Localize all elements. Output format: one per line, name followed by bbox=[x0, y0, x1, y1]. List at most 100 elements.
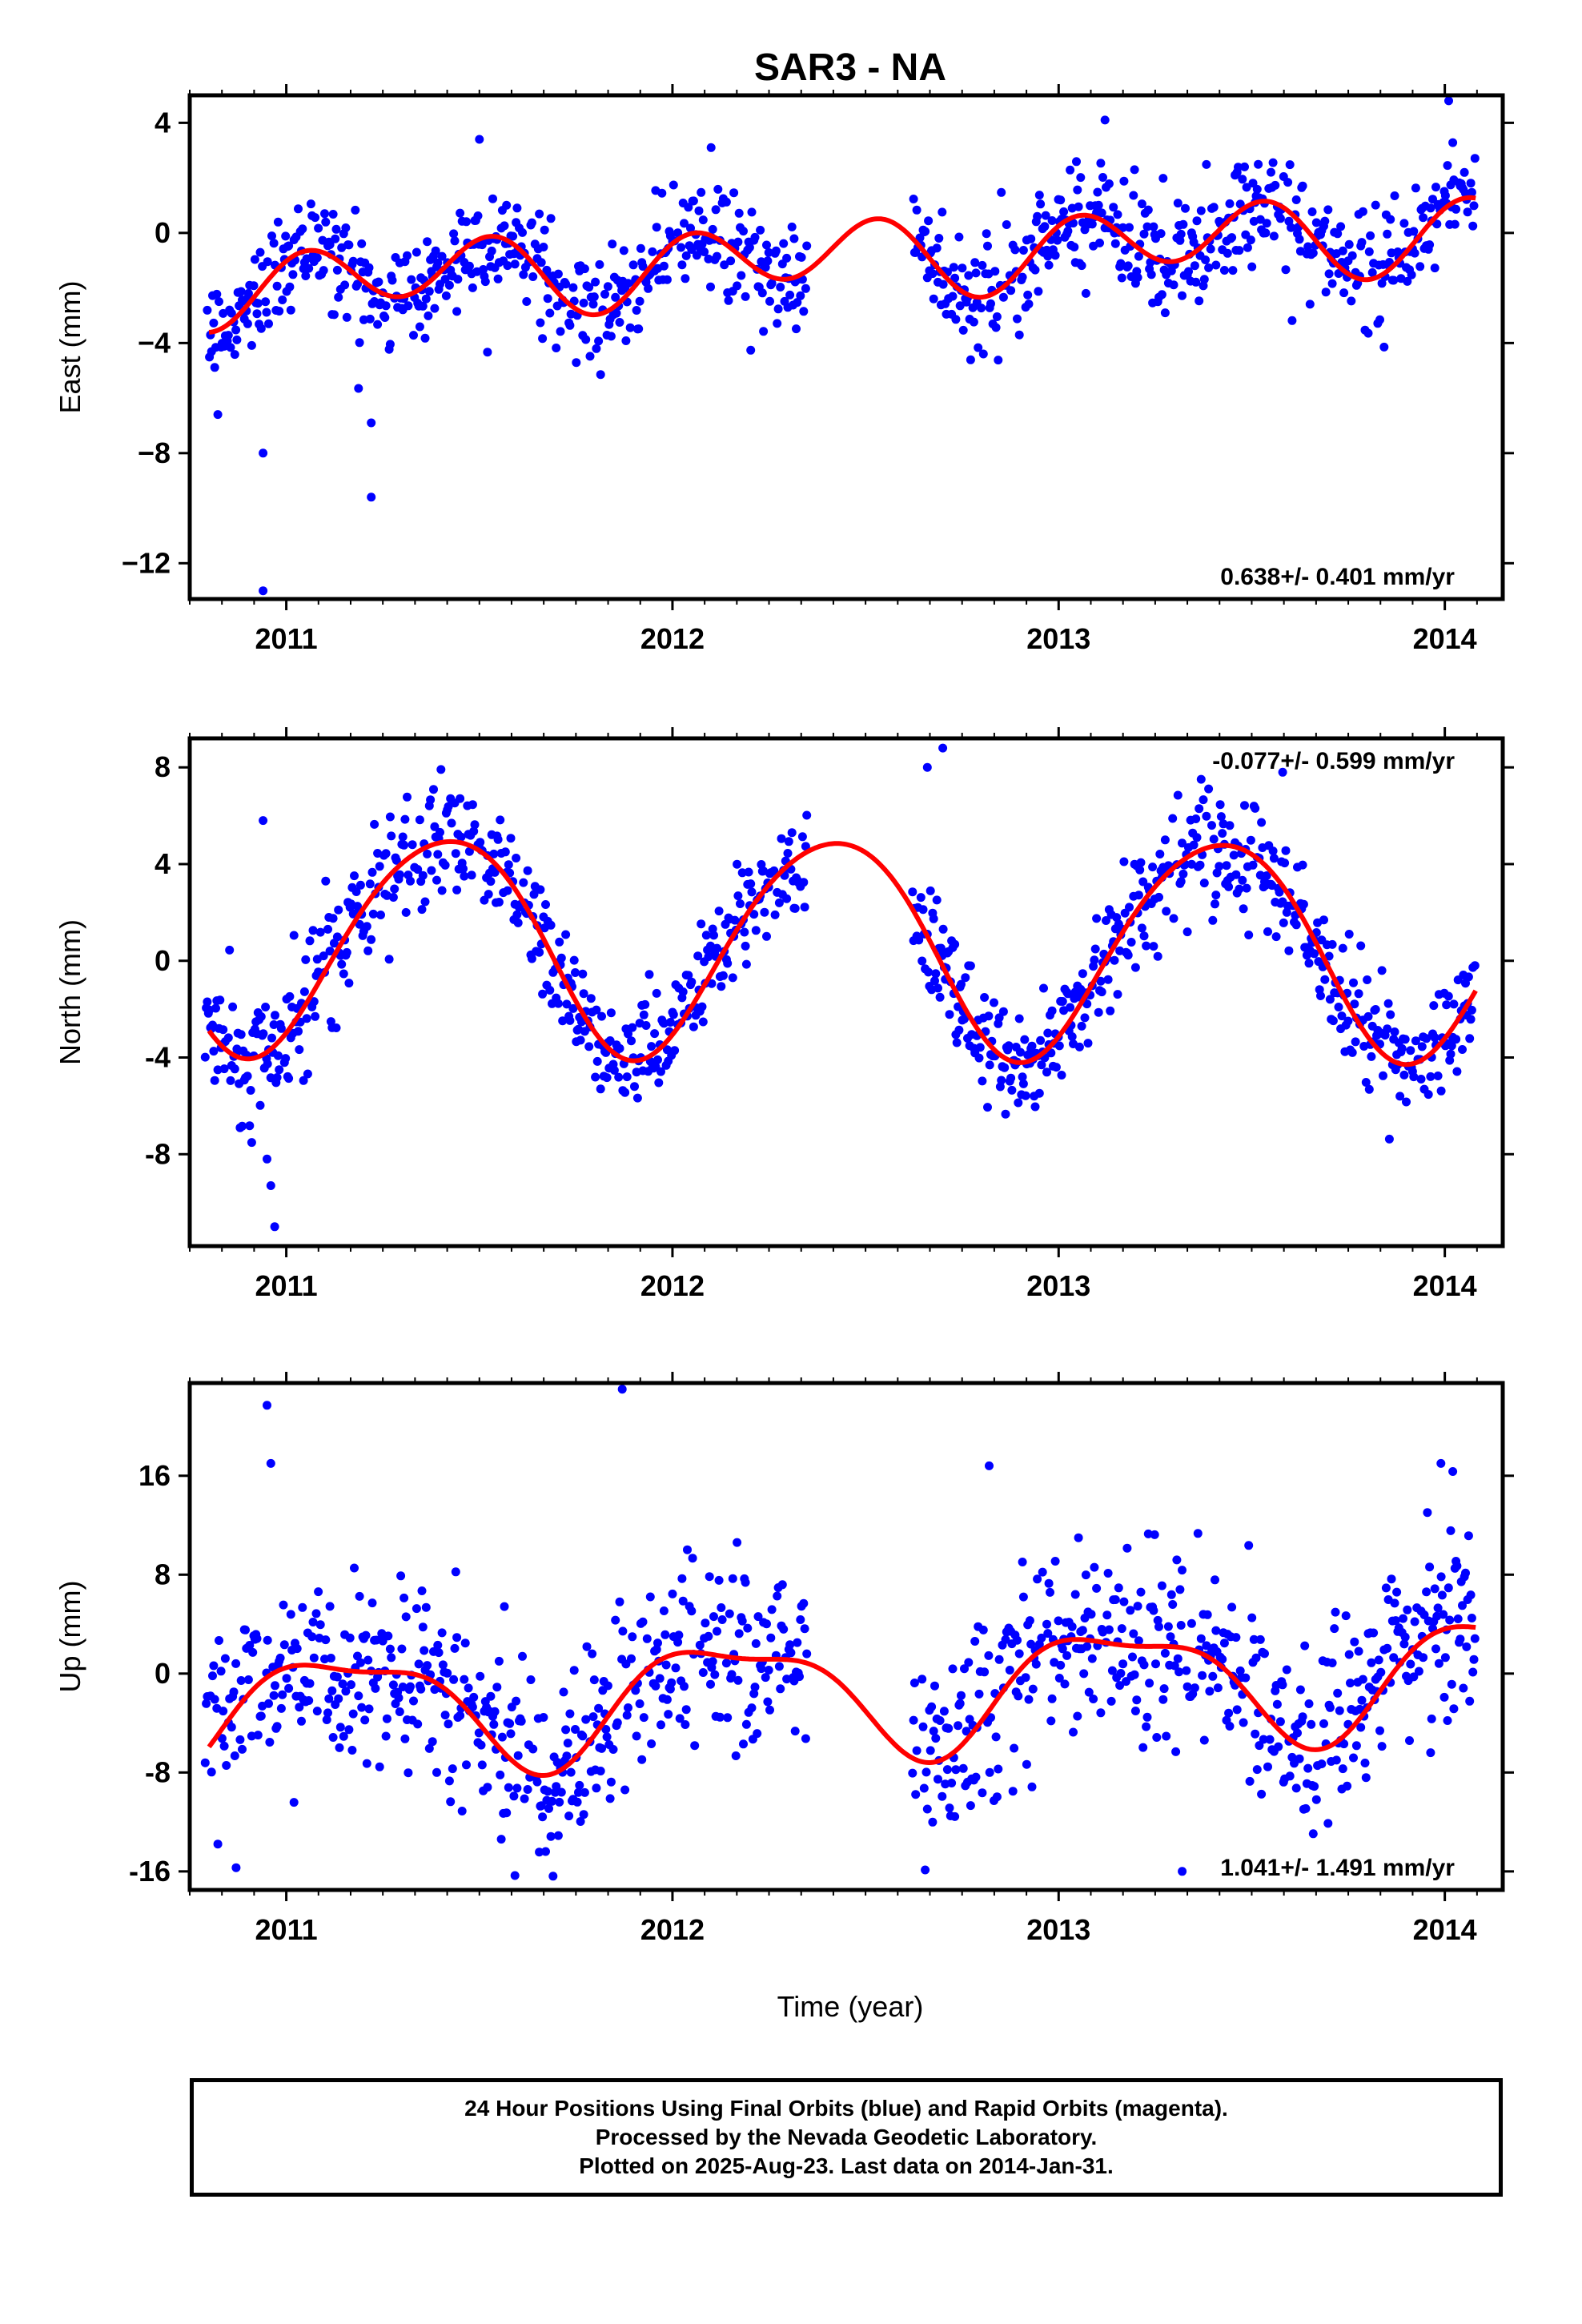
data-point bbox=[243, 1675, 253, 1684]
data-point bbox=[718, 971, 728, 980]
data-point bbox=[1155, 850, 1165, 858]
data-point bbox=[1443, 991, 1453, 1001]
data-point bbox=[395, 870, 404, 879]
data-point bbox=[1189, 840, 1199, 850]
data-point bbox=[421, 294, 431, 304]
data-point bbox=[728, 973, 737, 983]
data-point bbox=[1323, 205, 1333, 215]
data-point bbox=[492, 1683, 502, 1692]
data-point bbox=[911, 1790, 921, 1799]
data-point bbox=[766, 1633, 776, 1642]
data-point bbox=[1072, 157, 1081, 167]
data-point bbox=[529, 890, 539, 899]
data-point bbox=[1076, 173, 1086, 183]
data-point bbox=[1133, 273, 1142, 282]
data-point bbox=[398, 832, 408, 842]
data-point bbox=[1073, 185, 1082, 195]
data-point bbox=[966, 1801, 975, 1811]
data-point bbox=[1069, 219, 1078, 228]
data-point bbox=[1335, 1706, 1344, 1715]
data-point bbox=[1160, 1648, 1170, 1658]
data-point bbox=[1146, 270, 1156, 279]
data-point bbox=[1023, 290, 1033, 300]
data-point bbox=[947, 1779, 957, 1787]
data-point bbox=[765, 296, 774, 306]
data-point bbox=[997, 1076, 1006, 1085]
data-point bbox=[1149, 222, 1158, 231]
data-point bbox=[354, 1691, 363, 1701]
data-point bbox=[355, 338, 364, 348]
data-point bbox=[1437, 1590, 1447, 1600]
data-point bbox=[571, 1725, 580, 1734]
data-point bbox=[971, 1772, 981, 1782]
data-point bbox=[1336, 222, 1346, 231]
data-point bbox=[474, 1728, 484, 1738]
data-point bbox=[261, 1003, 271, 1011]
data-point bbox=[1103, 975, 1113, 984]
data-point bbox=[202, 1699, 211, 1708]
data-point bbox=[477, 1760, 487, 1770]
data-point bbox=[950, 273, 960, 283]
data-point bbox=[1390, 191, 1399, 200]
data-point bbox=[512, 1783, 522, 1793]
data-point bbox=[328, 210, 338, 219]
data-point bbox=[971, 268, 981, 278]
x-axis-label: Time (year) bbox=[777, 1990, 924, 2023]
data-point bbox=[684, 203, 693, 212]
data-point bbox=[978, 1076, 987, 1086]
data-point bbox=[991, 1732, 1001, 1742]
data-point bbox=[345, 1633, 355, 1642]
data-point bbox=[1056, 195, 1066, 205]
y-tick-label: 0 bbox=[155, 216, 171, 249]
data-point bbox=[737, 271, 746, 280]
y-tick-label: 4 bbox=[155, 106, 171, 139]
data-point bbox=[611, 1615, 620, 1625]
data-point bbox=[746, 879, 756, 889]
data-point bbox=[545, 986, 555, 995]
data-point bbox=[1247, 262, 1257, 271]
data-point bbox=[1319, 915, 1328, 925]
data-point bbox=[711, 205, 721, 215]
data-point bbox=[328, 914, 338, 923]
data-point bbox=[592, 344, 601, 353]
data-point bbox=[1392, 1587, 1402, 1597]
data-point bbox=[259, 816, 268, 826]
data-point bbox=[216, 1667, 226, 1676]
data-point bbox=[948, 1664, 958, 1674]
data-point bbox=[1443, 1716, 1452, 1725]
data-point bbox=[1053, 235, 1062, 245]
data-point bbox=[1106, 1696, 1116, 1706]
data-point bbox=[238, 1744, 247, 1754]
data-point bbox=[247, 1138, 256, 1148]
data-point bbox=[249, 281, 259, 291]
data-point bbox=[930, 1681, 939, 1691]
data-point bbox=[1238, 175, 1247, 184]
data-point bbox=[1145, 1679, 1154, 1688]
data-point bbox=[424, 311, 433, 320]
data-point bbox=[597, 1011, 606, 1021]
data-point bbox=[611, 292, 620, 302]
data-point bbox=[1117, 1624, 1126, 1634]
data-point bbox=[763, 1697, 773, 1707]
data-point bbox=[315, 1620, 325, 1630]
data-point bbox=[581, 1715, 591, 1724]
data-point bbox=[1468, 1667, 1478, 1677]
data-point bbox=[423, 237, 432, 247]
data-point bbox=[977, 304, 986, 313]
data-point bbox=[917, 1675, 927, 1684]
data-point bbox=[744, 867, 753, 877]
data-point bbox=[717, 982, 726, 991]
data-point bbox=[576, 1035, 585, 1045]
data-point bbox=[1361, 1078, 1371, 1087]
data-point bbox=[1138, 1743, 1148, 1752]
data-point bbox=[739, 227, 748, 236]
data-point bbox=[706, 282, 715, 292]
data-point bbox=[612, 308, 621, 318]
data-point bbox=[773, 1591, 782, 1601]
data-point bbox=[559, 1687, 568, 1697]
data-point bbox=[983, 1103, 992, 1112]
data-point bbox=[1308, 248, 1318, 258]
y-tick-label: -16 bbox=[129, 1855, 171, 1888]
data-point bbox=[636, 243, 645, 253]
